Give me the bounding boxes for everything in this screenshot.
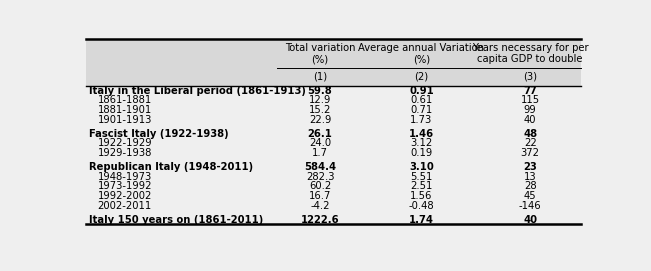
- Text: 1922-1929: 1922-1929: [98, 138, 152, 149]
- Text: 26.1: 26.1: [308, 129, 333, 139]
- Text: 23: 23: [523, 162, 537, 172]
- Text: 59.8: 59.8: [308, 86, 333, 96]
- Text: 16.7: 16.7: [309, 191, 331, 201]
- Text: 0.91: 0.91: [409, 86, 434, 96]
- Text: 1992-2002: 1992-2002: [98, 191, 152, 201]
- Text: (1): (1): [313, 72, 327, 82]
- Text: 1861-1881: 1861-1881: [98, 95, 152, 105]
- Text: 1.56: 1.56: [410, 191, 432, 201]
- Text: 1.73: 1.73: [410, 115, 432, 125]
- Text: -4.2: -4.2: [311, 201, 330, 211]
- Text: 115: 115: [521, 95, 540, 105]
- Text: Italy in the Liberal period (1861-1913): Italy in the Liberal period (1861-1913): [89, 86, 306, 96]
- Text: 1881-1901: 1881-1901: [98, 105, 152, 115]
- Text: 1973-1992: 1973-1992: [98, 181, 152, 191]
- Text: 40: 40: [523, 215, 537, 225]
- Text: 28: 28: [524, 181, 536, 191]
- Text: 282.3: 282.3: [306, 172, 335, 182]
- Text: 99: 99: [524, 105, 536, 115]
- Text: 48: 48: [523, 129, 537, 139]
- Text: 22.9: 22.9: [309, 115, 331, 125]
- Text: 1.74: 1.74: [409, 215, 434, 225]
- Text: Years necessary for per
capita GDP to double: Years necessary for per capita GDP to do…: [472, 43, 589, 64]
- Text: 1948-1973: 1948-1973: [98, 172, 152, 182]
- Text: 45: 45: [524, 191, 536, 201]
- Text: Italy 150 years on (1861-2011): Italy 150 years on (1861-2011): [89, 215, 263, 225]
- Text: Average annual Variation
(%): Average annual Variation (%): [359, 43, 484, 64]
- Text: 15.2: 15.2: [309, 105, 331, 115]
- Text: 1.7: 1.7: [312, 148, 328, 158]
- Text: 5.51: 5.51: [410, 172, 432, 182]
- Text: 1901-1913: 1901-1913: [98, 115, 152, 125]
- Text: 13: 13: [524, 172, 536, 182]
- Bar: [87, 39, 581, 86]
- Text: 1.46: 1.46: [409, 129, 434, 139]
- Text: 0.19: 0.19: [410, 148, 432, 158]
- Text: 60.2: 60.2: [309, 181, 331, 191]
- Text: (2): (2): [414, 72, 428, 82]
- Text: 12.9: 12.9: [309, 95, 331, 105]
- Text: -0.48: -0.48: [409, 201, 434, 211]
- Text: 22: 22: [524, 138, 536, 149]
- Text: Republican Italy (1948-2011): Republican Italy (1948-2011): [89, 162, 253, 172]
- Text: -146: -146: [519, 201, 542, 211]
- Text: 3.10: 3.10: [409, 162, 434, 172]
- Text: 40: 40: [524, 115, 536, 125]
- Text: 2002-2011: 2002-2011: [98, 201, 152, 211]
- Text: 0.71: 0.71: [410, 105, 432, 115]
- Text: 372: 372: [521, 148, 540, 158]
- Text: 1222.6: 1222.6: [301, 215, 339, 225]
- Text: 1929-1938: 1929-1938: [98, 148, 152, 158]
- Text: 24.0: 24.0: [309, 138, 331, 149]
- Text: Fascist Italy (1922-1938): Fascist Italy (1922-1938): [89, 129, 229, 139]
- Text: 77: 77: [523, 86, 537, 96]
- Text: 3.12: 3.12: [410, 138, 432, 149]
- Text: Total variation
(%): Total variation (%): [284, 43, 355, 64]
- Text: (3): (3): [523, 72, 537, 82]
- Text: 2.51: 2.51: [410, 181, 432, 191]
- Text: 0.61: 0.61: [410, 95, 432, 105]
- Text: 584.4: 584.4: [304, 162, 336, 172]
